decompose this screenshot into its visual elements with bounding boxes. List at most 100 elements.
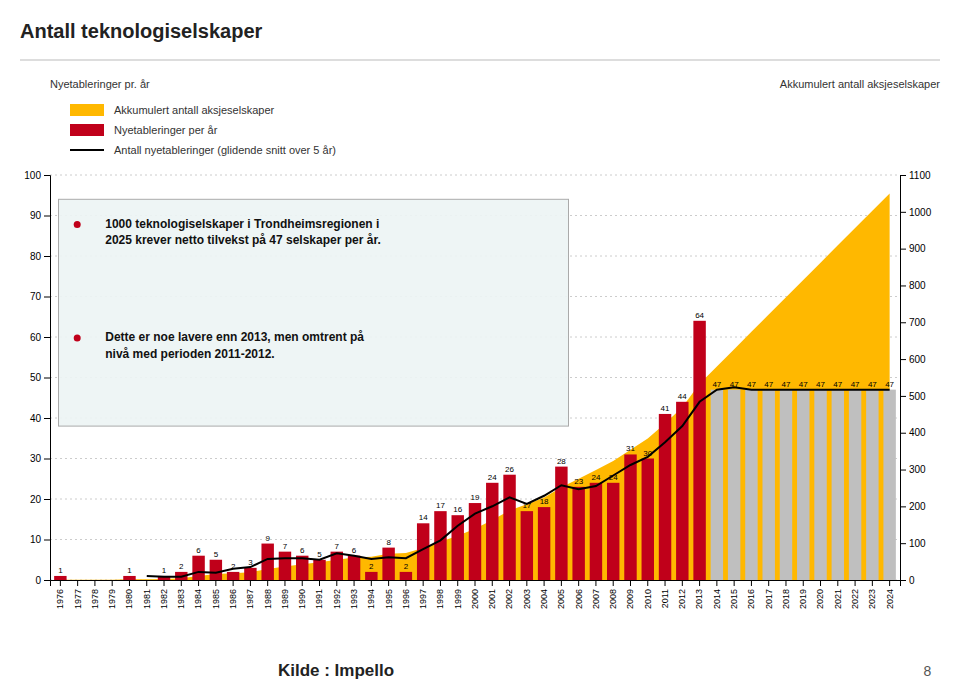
data-label: 23 [574,477,583,486]
bar [849,390,861,580]
tick-label: 2024 [885,589,895,609]
tick-mark [198,580,199,586]
tick-mark [561,580,562,586]
tick-label: 2010 [643,589,653,609]
data-label: 24 [609,473,618,482]
tick-label: 2008 [608,589,618,609]
tick-label: 1987 [245,589,255,609]
data-label: 3 [248,558,253,567]
legend: Akkumulert antall aksjeselskaperNyetable… [70,104,336,156]
tick-label: 1992 [332,589,342,609]
tick: 1991 [314,580,324,609]
tick-mark [354,580,355,586]
tick: 1984 [193,580,203,609]
tick: 1979 [107,580,117,609]
data-label: 7 [283,542,288,551]
tick-label: 1976 [55,589,65,609]
tick-mark [181,580,182,586]
x-axis: 1976197719781979198019811982198319841985… [51,580,901,609]
title-rule [20,60,940,61]
tick-label: 100 [24,170,41,181]
tick-mark [388,580,389,586]
bar [607,483,619,580]
marks [54,193,896,580]
tick-label: 70 [30,291,42,302]
tick: 2009 [625,580,635,609]
tick: 30 [30,453,50,464]
data-label: 17 [522,501,531,510]
tick-label: 2013 [694,589,704,609]
tick-mark [336,580,337,586]
tick: 2020 [815,580,825,609]
tick-mark [371,580,372,586]
data-label: 6 [196,546,201,555]
legend-item: Nyetableringer per år [70,124,218,136]
tick-label: 2018 [781,589,791,609]
annotation: 1000 teknologiselskaper i Trondheimsregi… [59,199,569,426]
tick-label: 1988 [263,589,273,609]
tick: 2018 [781,580,791,609]
tick-mark [457,580,458,586]
axis-line [51,581,901,587]
data-label: 64 [695,311,704,320]
annotation-line: 1000 teknologiselskaper i Trondheimsregi… [105,217,379,231]
tick: 1987 [245,580,255,609]
data-label: 47 [782,380,791,389]
bar [365,572,377,580]
tick-label: 2014 [712,589,722,609]
bar [89,580,101,581]
grid-line [50,175,900,176]
data-label: 24 [591,473,600,482]
tick-label: 90 [30,210,42,221]
tick-mark [94,580,95,586]
axis-line [901,176,907,581]
tick: 300 [900,464,926,475]
bar [538,507,550,580]
tick: 500 [900,391,926,402]
tick: 100 [24,170,50,181]
tick-mark [250,580,251,586]
tick-label: 1999 [453,589,463,609]
tick: 1990 [297,580,307,609]
tick: 70 [30,291,50,302]
tick-label: 40 [30,413,42,424]
tick: 2021 [833,580,843,609]
tick-label: 1984 [193,589,203,609]
tick-mark [900,396,906,397]
bar [745,390,757,580]
tick: 2013 [694,580,704,609]
annotation-line: nivå med perioden 2011-2012. [105,347,274,361]
data-label: 7 [335,542,340,551]
bar [210,560,222,580]
tick-mark [900,249,906,250]
bar [590,483,602,580]
tick-label: 1982 [159,589,169,609]
data-label: 5 [317,550,322,559]
bar [780,390,792,580]
tick: 2019 [798,580,808,609]
annotation-bullet [74,334,81,341]
legend-swatch [70,104,104,116]
tick-mark [215,580,216,586]
bar [503,475,515,580]
tick-label: 600 [909,354,926,365]
tick-label: 1990 [297,589,307,609]
bar [762,390,774,580]
tick-mark [44,540,50,541]
tick-mark [699,580,700,586]
bar [54,576,66,580]
data-label: 17 [436,501,445,510]
tick-mark [492,580,493,586]
data-label: 18 [540,497,549,506]
tick-label: 1000 [909,207,932,218]
data-label: 16 [453,505,462,514]
data-label: 47 [868,380,877,389]
data-label: 24 [488,473,497,482]
bar [279,552,291,580]
tick-label: 1989 [280,589,290,609]
data-label: 26 [505,465,514,474]
tick-label: 10 [30,534,42,545]
tick-mark [146,580,147,586]
bar [434,511,446,580]
bar [521,511,533,580]
